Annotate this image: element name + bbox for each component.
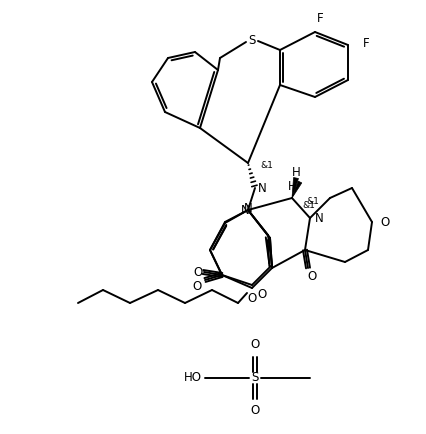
Polygon shape	[291, 178, 298, 198]
Text: &1: &1	[301, 201, 314, 210]
Text: N: N	[243, 203, 252, 216]
Text: F: F	[316, 11, 322, 24]
Text: O: O	[250, 339, 259, 352]
Text: F: F	[362, 36, 368, 49]
Text: S: S	[248, 33, 255, 46]
Text: O: O	[307, 270, 316, 283]
Text: &1: &1	[259, 161, 272, 170]
Text: N: N	[240, 204, 249, 217]
Text: S: S	[251, 372, 258, 385]
Polygon shape	[291, 181, 301, 198]
Text: O: O	[379, 216, 389, 228]
Text: O: O	[247, 292, 256, 305]
Text: O: O	[193, 266, 202, 279]
Text: &1: &1	[305, 197, 318, 207]
Text: H: H	[291, 167, 299, 180]
Text: HO: HO	[184, 372, 201, 385]
Text: O: O	[256, 287, 266, 300]
Text: N: N	[257, 181, 266, 194]
Text: H: H	[287, 180, 296, 193]
Text: O: O	[250, 404, 259, 418]
Text: N: N	[314, 211, 323, 224]
Text: O: O	[192, 280, 201, 293]
